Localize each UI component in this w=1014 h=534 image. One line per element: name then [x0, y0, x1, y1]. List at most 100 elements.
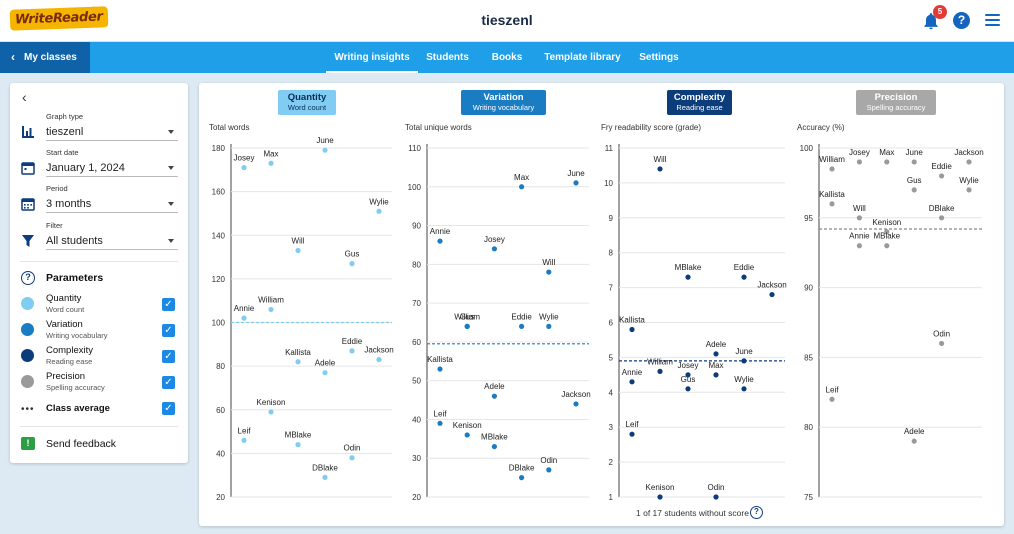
my-classes-button[interactable]: ‹ My classes — [0, 42, 90, 73]
precision-point-label: Adele — [904, 427, 925, 436]
complexity-tick-label: 7 — [609, 284, 614, 293]
period-select[interactable]: 3 months — [46, 196, 178, 213]
help-icon[interactable]: ? — [953, 12, 970, 29]
complexity-point — [741, 386, 747, 392]
variation-tick-label: 70 — [412, 299, 421, 308]
precision-point-label: William — [819, 155, 845, 164]
class-average-checkbox[interactable]: ✓ — [162, 402, 175, 415]
precision-point-label: Leif — [826, 385, 840, 394]
param-complexity-sub: Reading ease — [46, 357, 93, 366]
variation-tick-label: 60 — [412, 338, 421, 347]
filter-label: Filter — [46, 221, 63, 230]
complexity-point-label: Jackson — [757, 281, 786, 290]
precision-point — [856, 215, 863, 221]
precision-checkbox[interactable]: ✓ — [162, 376, 175, 389]
complexity-point — [769, 291, 775, 298]
quantity-point-label: Odin — [344, 444, 361, 453]
variation-tick-label: 90 — [412, 222, 421, 231]
precision-metric-button[interactable]: Precision Spelling accuracy — [856, 90, 936, 115]
caret-down-icon — [168, 166, 174, 170]
complexity-tick-label: 6 — [609, 319, 614, 328]
precision-point — [966, 159, 972, 165]
precision-point-label: Will — [853, 204, 866, 213]
arrow-left-icon[interactable]: ‹ — [22, 89, 27, 105]
quantity-point — [241, 165, 247, 171]
variation-point-label: Eddie — [511, 312, 532, 321]
param-variation-name: Variation — [46, 319, 83, 330]
variation-point-label: June — [567, 169, 585, 178]
quantity-point-label: William — [258, 295, 284, 304]
complexity-point — [713, 494, 719, 500]
variation-point — [546, 467, 552, 473]
graph-type-select[interactable]: tieszenl — [46, 124, 178, 141]
quantity-point — [349, 348, 355, 354]
caret-down-icon — [168, 239, 174, 243]
help-circle-icon[interactable]: ? — [750, 506, 763, 519]
hamburger-menu-icon[interactable] — [985, 14, 1000, 27]
tab-template-library[interactable]: Template library — [544, 52, 621, 63]
quantity-point-label: Josey — [234, 154, 255, 163]
quantity-metric-button[interactable]: Quantity Word count — [278, 90, 336, 115]
variation-point-label: Kallista — [427, 355, 453, 364]
quantity-point — [349, 455, 355, 461]
variation-point — [519, 184, 525, 190]
variation-checkbox[interactable]: ✓ — [162, 324, 175, 337]
app-logo[interactable]: WriteReader ★ — [9, 3, 109, 31]
quantity-point — [376, 208, 382, 214]
quantity-point — [295, 359, 301, 365]
complexity-tick-label: 4 — [609, 388, 614, 397]
precision-point — [939, 340, 945, 347]
precision-tick-label: 75 — [804, 493, 813, 502]
filter-select[interactable]: All students — [46, 233, 178, 250]
precision-point — [856, 243, 863, 249]
notification-badge: 5 — [933, 5, 947, 19]
tab-settings[interactable]: Settings — [639, 52, 679, 63]
complexity-point — [713, 372, 719, 378]
complexity-checkbox[interactable]: ✓ — [162, 350, 175, 363]
param-precision-name: Precision — [46, 371, 86, 382]
complexity-point — [629, 431, 635, 437]
help-circle-icon[interactable]: ? — [21, 271, 35, 285]
quantity-tick-label: 80 — [216, 362, 225, 371]
complexity-point-label: June — [735, 347, 753, 356]
tab-books[interactable]: Books — [491, 52, 523, 63]
tab-writing-insights[interactable]: Writing insights — [326, 42, 418, 73]
complexity-point-label: Eddie — [734, 263, 755, 272]
complexity-tick-label: 1 — [609, 493, 614, 502]
variation-metric-button[interactable]: Variation Writing vocabulary — [461, 90, 546, 115]
settings-panel: ‹ Graph type tieszenl Start date January… — [10, 83, 188, 463]
precision-point — [911, 187, 917, 193]
precision-tick-label: 85 — [804, 353, 813, 362]
feedback-icon: ! — [21, 437, 35, 450]
variation-tick-label: 40 — [412, 415, 421, 424]
variation-tick-label: 80 — [412, 260, 421, 269]
metric-title: Complexity — [673, 92, 726, 103]
quantity-point-label: Gus — [345, 250, 360, 259]
quantity-checkbox[interactable]: ✓ — [162, 298, 175, 311]
variation-point-label: Max — [514, 173, 529, 182]
filter-icon — [22, 235, 34, 247]
quantity-point — [322, 370, 328, 376]
variation-point — [437, 420, 443, 426]
complexity-point-label: Kenison — [646, 483, 675, 492]
quantity-tick-label: 100 — [212, 319, 226, 328]
complexity-point — [629, 326, 635, 333]
quantity-point — [322, 474, 328, 480]
tab-students[interactable]: Students — [426, 52, 469, 63]
send-feedback-link[interactable]: Send feedback — [46, 438, 117, 450]
start-date-select[interactable]: January 1, 2024 — [46, 160, 178, 177]
precision-point-label: MBlake — [873, 232, 900, 241]
quantity-point-label: DBlake — [312, 463, 338, 472]
variation-tick-label: 100 — [408, 183, 422, 192]
complexity-metric-button[interactable]: Complexity Reading ease — [667, 90, 732, 115]
variation-point-label: MBlake — [481, 433, 508, 442]
precision-point — [884, 159, 890, 165]
quantity-point — [268, 409, 274, 415]
complexity-point-label: Kallista — [619, 315, 645, 324]
calendar-range-icon — [21, 198, 35, 211]
chevron-left-icon: ‹ — [11, 50, 15, 64]
quantity-point-label: Kenison — [257, 398, 286, 407]
quantity-point-label: Wylie — [369, 197, 389, 206]
variation-point-label: Gus — [460, 312, 475, 321]
quantity-point — [241, 437, 247, 443]
